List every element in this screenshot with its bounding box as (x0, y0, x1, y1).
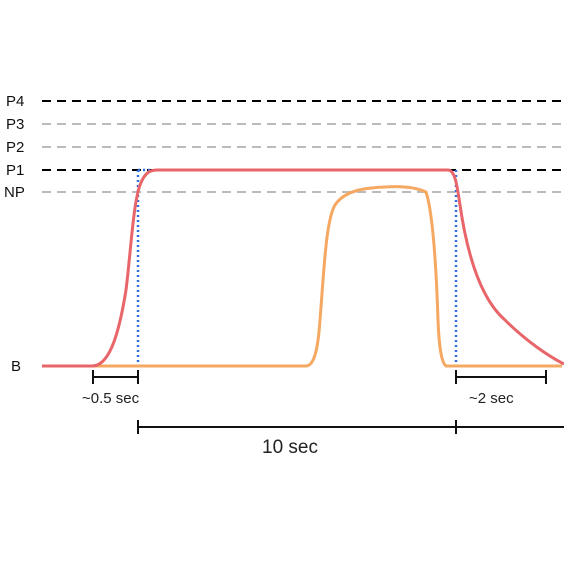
rise-time-bracket (92, 370, 139, 384)
np-label: NP (4, 184, 25, 201)
p1-label: P1 (6, 162, 24, 179)
orange-curve (42, 185, 562, 368)
baseline-label: B (11, 358, 21, 375)
fall-time-label: ~2 sec (469, 390, 514, 407)
p4-label: P4 (6, 93, 24, 110)
p3-label: P3 (6, 116, 24, 133)
red-curve (42, 168, 564, 368)
rise-time-label: ~0.5 sec (82, 390, 140, 407)
fall-time-bracket (455, 370, 547, 384)
duration-label: 10 sec (262, 437, 318, 458)
duration-bracket (137, 420, 564, 434)
p2-label: P2 (6, 139, 24, 156)
